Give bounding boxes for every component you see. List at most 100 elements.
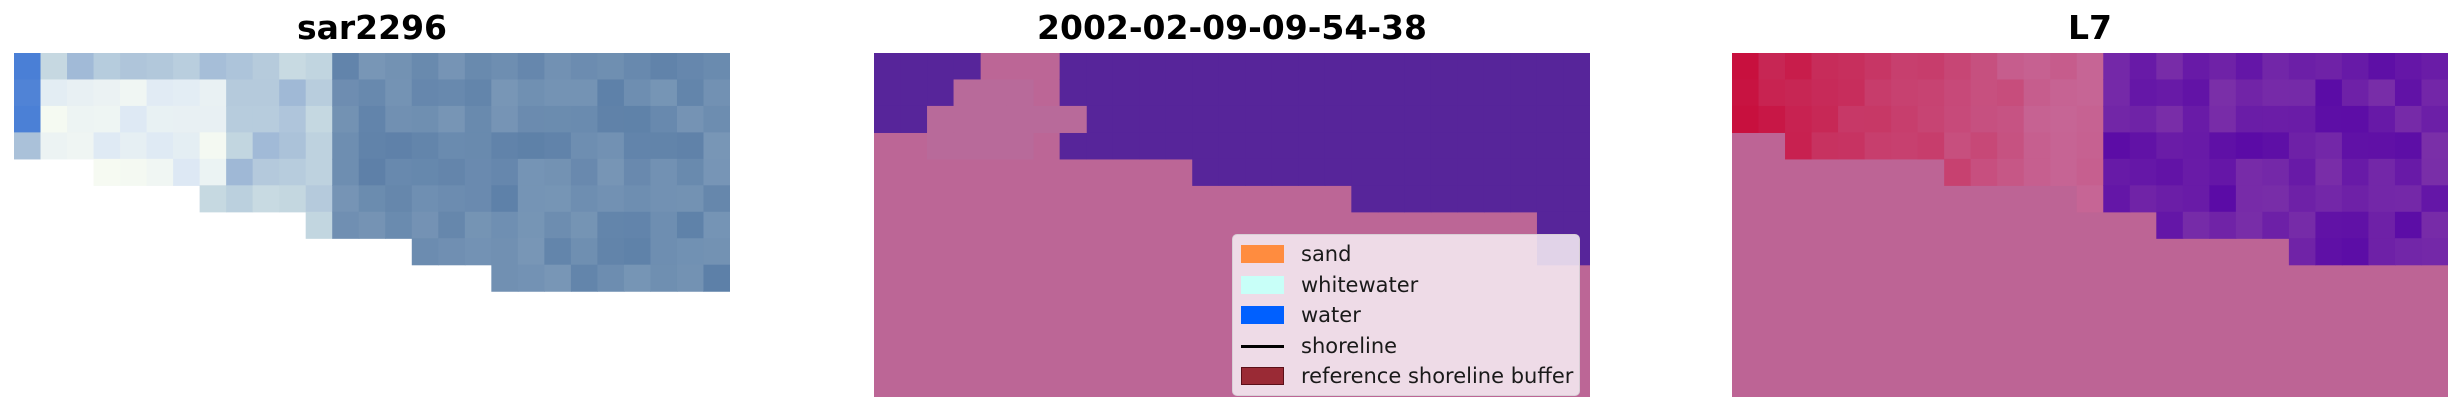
- l7-pixel: [2209, 211, 2237, 239]
- l7-pixel: [2394, 238, 2423, 266]
- rgb-pixel: [623, 264, 652, 292]
- l7-pixel: [2262, 79, 2290, 107]
- l7-pixel: [1917, 53, 1945, 81]
- l7-pixel: [2156, 158, 2184, 186]
- l7-pixel: [2315, 79, 2343, 107]
- l7-pixel: [1891, 132, 1919, 160]
- l7-pixel: [1838, 132, 1866, 160]
- l7-pixel: [2209, 79, 2237, 107]
- classified-water-pixel: [900, 105, 928, 133]
- rgb-pixel: [676, 264, 705, 292]
- legend-item-sand: sand: [1233, 240, 1351, 268]
- rgb-pixel: [597, 238, 625, 266]
- rgb-pixel: [438, 53, 466, 81]
- rgb-pixel: [411, 53, 439, 81]
- rgb-pixel: [358, 211, 386, 239]
- classified-sand-pixel: [927, 105, 955, 133]
- l7-pixel: [2182, 185, 2210, 213]
- classified-water-pixel: [1536, 79, 1565, 107]
- classified-water-pixel: [953, 53, 981, 81]
- rgb-pixel: [544, 211, 572, 239]
- classified-water-pixel: [1298, 158, 1326, 186]
- rgb-pixel: [93, 158, 121, 186]
- l7-pixel: [2129, 53, 2157, 81]
- classified-water-pixel: [1536, 158, 1565, 186]
- rgb-pixel: [650, 211, 678, 239]
- rgb-pixel: [332, 132, 360, 160]
- rgb-pixel: [517, 238, 545, 266]
- classified-water-pixel: [1192, 53, 1220, 81]
- classified-water-pixel: [1298, 132, 1326, 160]
- rgb-pixel: [676, 238, 705, 266]
- rgb-pixel: [120, 132, 148, 160]
- l7-pixel: [1970, 158, 1998, 186]
- classified-water-pixel: [1536, 53, 1565, 81]
- rgb-pixel: [14, 53, 42, 81]
- l7-pixel: [2235, 132, 2263, 160]
- rgb-pixel: [411, 132, 439, 160]
- l7-pixel: [1785, 132, 1813, 160]
- rgb-pixel: [676, 158, 705, 186]
- rgb-pixel: [146, 53, 174, 81]
- l7-pixel: [2288, 79, 2317, 107]
- classified-water-pixel: [1430, 185, 1459, 213]
- classified-water-pixel: [1457, 185, 1485, 213]
- classified-water-pixel: [1404, 158, 1432, 186]
- l7-pixel: [2103, 79, 2131, 107]
- l7-pixel: [2315, 132, 2343, 160]
- classified-sand-pixel: [953, 105, 981, 133]
- rgb-pixel: [623, 185, 652, 213]
- l7-pixel: [2394, 132, 2423, 160]
- classified-water-pixel: [1510, 79, 1538, 107]
- l7-pixel: [1864, 132, 1892, 160]
- rgb-pixel: [305, 132, 333, 160]
- l7-pixel: [1785, 53, 1813, 81]
- l7-pixel: [1944, 79, 1972, 107]
- rgb-pixel: [93, 53, 121, 81]
- rgb-pixel: [544, 264, 572, 292]
- rgb-pixel: [67, 105, 95, 133]
- classified-water-pixel: [1245, 132, 1273, 160]
- classified-water-pixel: [1218, 79, 1246, 107]
- rgb-pixel: [120, 105, 148, 133]
- rgb-pixel: [358, 158, 386, 186]
- l7-pixel: [1864, 105, 1892, 133]
- l7-pixel: [2421, 79, 2448, 107]
- classified-water-pixel: [1192, 158, 1220, 186]
- classified-water-pixel: [1086, 53, 1114, 81]
- classified-water-pixel: [1536, 132, 1565, 160]
- l7-pixel: [1811, 132, 1839, 160]
- rgb-pixel: [252, 185, 280, 213]
- l7-pixel: [2023, 79, 2051, 107]
- l7-pixel: [2288, 53, 2317, 81]
- rgb-pixel: [385, 79, 413, 107]
- classified-water-pixel: [1112, 79, 1140, 107]
- rgb-pixel: [146, 79, 174, 107]
- l7-pixel: [1811, 53, 1839, 81]
- l7-pixel: [2262, 53, 2290, 81]
- classified-water-pixel: [1536, 105, 1565, 133]
- l7-pixel: [2262, 158, 2290, 186]
- rgb-pixel: [597, 105, 625, 133]
- rgb-pixel: [358, 105, 386, 133]
- classified-water-pixel: [1059, 132, 1087, 160]
- l7-pixel: [2368, 238, 2396, 266]
- rgb-pixel: [464, 132, 492, 160]
- l7-pixel: [2050, 105, 2078, 133]
- l7-pixel: [2288, 238, 2317, 266]
- rgb-pixel: [120, 158, 148, 186]
- classified-water-pixel: [1430, 132, 1459, 160]
- classified-water-pixel: [1404, 132, 1432, 160]
- rgb-pixel: [703, 211, 730, 239]
- rgb-pixel: [199, 79, 227, 107]
- l7-pixel: [2368, 105, 2396, 133]
- l7-pixel: [1838, 79, 1866, 107]
- l7-pixel: [2235, 211, 2263, 239]
- l7-pixel: [2394, 158, 2423, 186]
- l7-pixel: [2076, 79, 2104, 107]
- l7-pixel: [2288, 132, 2317, 160]
- rgb-pixel: [40, 105, 68, 133]
- rgb-pixel: [570, 132, 599, 160]
- classified-water-pixel: [1377, 79, 1405, 107]
- l7-pixel: [2235, 158, 2263, 186]
